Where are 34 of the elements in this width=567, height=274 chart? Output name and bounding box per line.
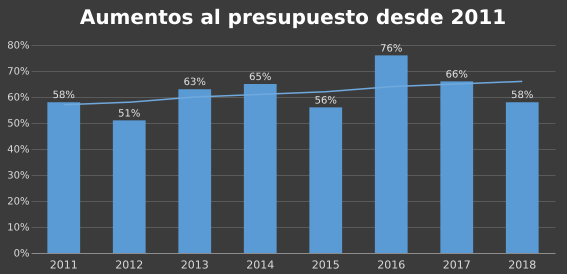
y-tick-label: 0% bbox=[14, 248, 30, 260]
x-tick-label: 2011 bbox=[50, 258, 78, 272]
x-tick-label: 2017 bbox=[442, 258, 471, 272]
bar bbox=[309, 107, 342, 253]
data-label: 51% bbox=[118, 108, 140, 120]
y-tick-label: 80% bbox=[7, 40, 30, 52]
bar bbox=[440, 81, 474, 253]
y-tick-label: 20% bbox=[7, 196, 30, 208]
x-tick-label: 2014 bbox=[246, 258, 274, 272]
x-tick-label: 2015 bbox=[312, 258, 340, 272]
y-tick-label: 10% bbox=[7, 222, 30, 234]
y-tick-label: 60% bbox=[7, 92, 30, 104]
data-label: 65% bbox=[249, 72, 272, 83]
x-tick-label: 2018 bbox=[508, 258, 536, 272]
data-label: 56% bbox=[314, 95, 337, 106]
x-tick-label: 2012 bbox=[115, 258, 144, 272]
y-tick-label: 70% bbox=[7, 66, 30, 78]
x-tick-label: 2013 bbox=[180, 258, 209, 272]
bar bbox=[47, 102, 80, 253]
y-tick-label: 40% bbox=[7, 144, 30, 156]
data-label: 58% bbox=[511, 90, 534, 102]
chart-title: Aumentos al presupuesto desde 2011 bbox=[80, 5, 506, 29]
data-label: 76% bbox=[380, 43, 402, 54]
bar bbox=[244, 84, 277, 253]
y-tick-label: 30% bbox=[7, 170, 30, 182]
bar bbox=[112, 120, 146, 253]
bar bbox=[506, 102, 539, 253]
x-tick-label: 2016 bbox=[377, 258, 406, 272]
y-tick-label: 50% bbox=[7, 118, 30, 130]
bar bbox=[178, 89, 212, 253]
bar bbox=[374, 55, 408, 253]
data-label: 66% bbox=[446, 69, 468, 80]
data-label: 58% bbox=[52, 90, 75, 102]
data-label: 63% bbox=[184, 77, 206, 88]
